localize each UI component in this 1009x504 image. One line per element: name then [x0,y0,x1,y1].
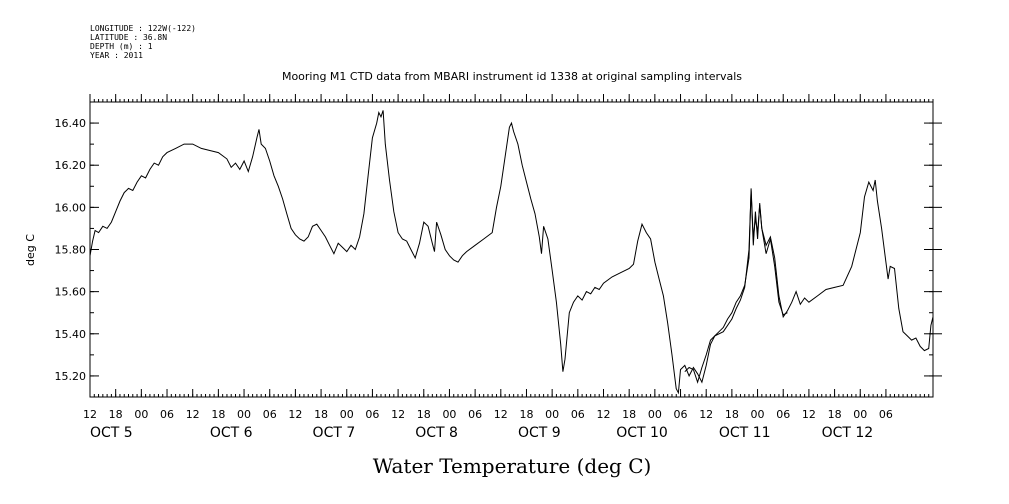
series-line-0 [89,110,788,395]
latitude-label: LATITUDE : 36.8N [90,33,168,42]
x-tick-label: 18 [519,408,533,421]
series-line-1 [684,179,934,384]
y-tick-label: 15.40 [55,328,87,341]
x-day-label: OCT 11 [719,425,771,441]
x-tick-label: 12 [597,408,611,421]
x-tick-label: 00 [237,408,251,421]
x-tick-label: 18 [211,408,225,421]
y-tick-label: 15.80 [55,244,87,257]
chart-title: Mooring M1 CTD data from MBARI instrumen… [282,70,742,83]
x-tick-label: 06 [263,408,277,421]
x-tick-label: 18 [725,408,739,421]
x-tick-label: 00 [134,408,148,421]
longitude-label: LONGITUDE : 122W(-122) [90,24,196,33]
x-day-label: OCT 8 [415,425,458,441]
x-axis-label: Water Temperature (deg C) [373,454,652,478]
x-tick-label: 06 [776,408,790,421]
x-tick-label: 00 [751,408,765,421]
plot-frame [89,101,934,398]
x-tick-label: 18 [622,408,636,421]
x-day-label: OCT 7 [313,425,356,441]
x-tick-label: 12 [699,408,713,421]
x-tick-label: 06 [571,408,585,421]
x-tick-label: 12 [391,408,405,421]
x-tick-label: 12 [802,408,816,421]
x-day-label: OCT 10 [616,425,668,441]
x-tick-label: 00 [545,408,559,421]
x-tick-label: 00 [853,408,867,421]
x-tick-label: 06 [674,408,688,421]
y-tick-label: 16.00 [55,201,87,214]
depth-label: DEPTH (m) : 1 [90,42,153,51]
x-day-label: OCT 12 [822,425,874,441]
x-day-label: OCT 9 [518,425,561,441]
x-tick-label: 06 [879,408,893,421]
x-tick-label: 18 [417,408,431,421]
x-tick-label: 12 [83,408,97,421]
x-tick-label: 00 [340,408,354,421]
x-tick-label: 12 [288,408,302,421]
x-day-label: OCT 5 [90,425,133,441]
year-label: YEAR : 2011 [90,51,143,60]
x-tick-label: 00 [442,408,456,421]
y-tick-label: 15.60 [55,286,87,299]
x-tick-label: 06 [468,408,482,421]
x-tick-label: 06 [160,408,174,421]
x-tick-label: 12 [186,408,200,421]
y-tick-label: 16.20 [55,159,87,172]
x-day-label: OCT 6 [210,425,253,441]
y-tick-label: 15.20 [55,370,87,383]
y-axis-label: deg C [24,234,37,266]
y-tick-label: 16.40 [55,117,87,130]
x-tick-label: 18 [314,408,328,421]
x-tick-label: 18 [828,408,842,421]
x-tick-label: 06 [365,408,379,421]
x-tick-label: 18 [109,408,123,421]
x-tick-label: 12 [494,408,508,421]
x-tick-label: 00 [648,408,662,421]
